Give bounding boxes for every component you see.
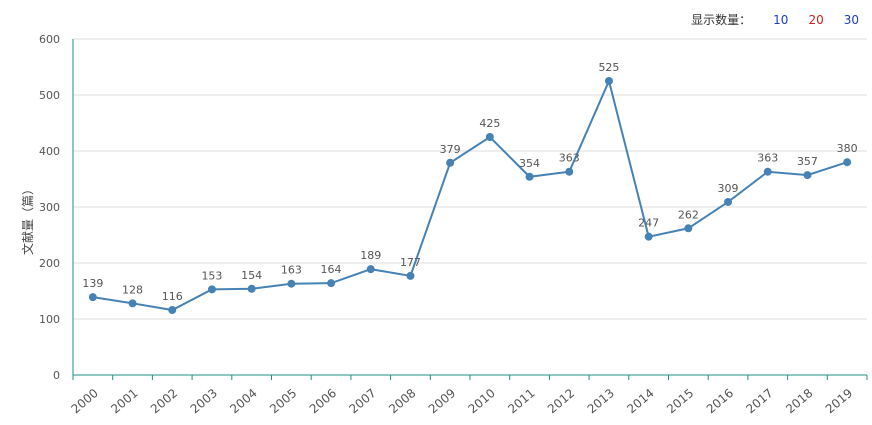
- data-label: 354: [519, 157, 540, 170]
- y-tick-label: 500: [39, 89, 60, 102]
- y-axis-title: 文献量（篇）: [20, 183, 35, 255]
- x-tick-label: 2003: [188, 386, 220, 416]
- x-tick-label: 2013: [585, 386, 617, 416]
- display-count-option-20[interactable]: 20: [808, 12, 824, 27]
- data-point: [247, 284, 256, 293]
- data-label: 153: [201, 269, 222, 282]
- data-point: [565, 167, 574, 176]
- display-count-option-10[interactable]: 10: [773, 12, 789, 27]
- display-count-option-30[interactable]: 30: [843, 12, 859, 27]
- x-tick-label: 2005: [267, 386, 299, 416]
- series-line: [92, 77, 848, 312]
- y-tick-label: 600: [39, 33, 60, 46]
- x-tick-label: 2002: [148, 386, 180, 416]
- y-tick-label: 300: [39, 201, 60, 214]
- x-tick-label: 2004: [227, 386, 259, 416]
- data-point: [168, 306, 177, 315]
- x-tick-label: 2010: [466, 386, 498, 416]
- data-point: [287, 279, 296, 288]
- x-tick-label: 2006: [307, 386, 339, 416]
- x-tick-label: 2014: [624, 386, 656, 416]
- data-label: 425: [479, 117, 500, 130]
- x-tick-label: 2012: [545, 386, 577, 416]
- data-label: 163: [281, 264, 302, 277]
- data-point: [485, 133, 494, 141]
- x-tick-label: 2000: [69, 386, 101, 416]
- data-label: 247: [638, 217, 659, 230]
- x-tick-label: 2015: [664, 386, 696, 416]
- y-tick-label: 0: [53, 369, 60, 382]
- x-tick-label: 2011: [505, 386, 537, 416]
- data-point: [763, 167, 772, 176]
- data-label: 128: [122, 283, 143, 296]
- data-label: 262: [678, 208, 699, 221]
- data-label: 189: [360, 249, 381, 262]
- data-point: [644, 232, 653, 241]
- data-point: [327, 279, 336, 288]
- data-point: [684, 224, 693, 233]
- y-tick-label: 100: [39, 313, 60, 326]
- data-label: 116: [162, 290, 183, 303]
- data-point: [446, 158, 455, 167]
- x-tick-label: 2017: [743, 386, 775, 416]
- data-point: [406, 271, 415, 280]
- data-point: [724, 197, 733, 206]
- data-point: [843, 158, 852, 167]
- y-tick-label: 400: [39, 145, 60, 158]
- data-point: [525, 172, 534, 181]
- data-label: 380: [837, 142, 858, 155]
- data-point: [803, 171, 812, 180]
- x-tick-label: 2009: [426, 386, 458, 416]
- x-tick-label: 2007: [346, 386, 378, 416]
- x-tick-label: 2016: [704, 386, 736, 416]
- data-label: 525: [598, 61, 619, 74]
- data-label: 363: [559, 152, 580, 165]
- data-label: 309: [718, 182, 739, 195]
- y-tick-label: 200: [39, 257, 60, 270]
- data-point: [604, 77, 613, 85]
- data-label: 154: [241, 269, 262, 282]
- x-tick-label: 2018: [783, 386, 815, 416]
- data-point: [128, 299, 137, 308]
- display-count-control: 显示数量： 10 20 30: [691, 11, 867, 28]
- data-label: 363: [757, 152, 778, 165]
- data-point: [207, 285, 216, 294]
- display-count-label: 显示数量：: [691, 13, 752, 27]
- data-label: 139: [82, 277, 103, 290]
- x-tick-label: 2008: [386, 386, 418, 416]
- data-point: [366, 265, 375, 274]
- data-label: 164: [321, 263, 342, 276]
- data-label: 379: [440, 143, 461, 156]
- x-tick-label: 2019: [823, 386, 855, 416]
- data-label: 357: [797, 155, 818, 168]
- data-label: 177: [400, 256, 421, 269]
- x-tick-label: 2001: [108, 386, 140, 416]
- data-point: [88, 293, 97, 302]
